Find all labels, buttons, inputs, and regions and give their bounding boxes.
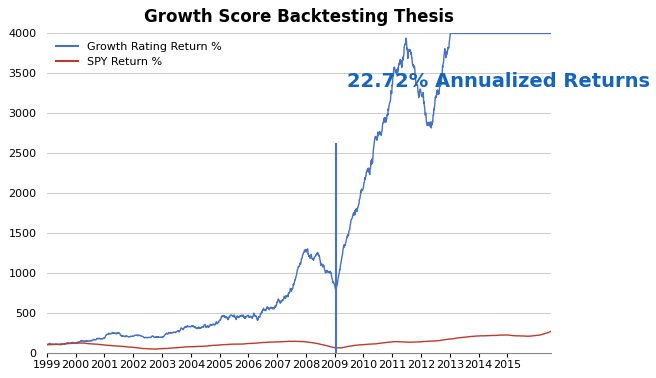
Growth Rating Return %	[446, 31, 454, 36]
Growth Rating Return %	[546, 31, 554, 36]
SPY Return %	[43, 342, 51, 347]
SPY Return %	[251, 341, 259, 345]
SPY Return %	[546, 329, 554, 334]
SPY Return %	[249, 341, 256, 345]
SPY Return %	[387, 340, 395, 344]
Text: 22.72% Annualized Returns: 22.72% Annualized Returns	[346, 72, 649, 91]
Title: Growth Score Backtesting Thesis: Growth Score Backtesting Thesis	[144, 8, 454, 26]
SPY Return %	[150, 347, 158, 351]
SPY Return %	[232, 342, 239, 346]
SPY Return %	[72, 341, 79, 345]
Growth Rating Return %	[150, 335, 158, 340]
Line: Growth Rating Return %: Growth Rating Return %	[47, 33, 550, 345]
SPY Return %	[151, 347, 159, 351]
Growth Rating Return %	[387, 95, 395, 100]
Growth Rating Return %	[232, 315, 239, 319]
Line: SPY Return %: SPY Return %	[47, 332, 550, 349]
Growth Rating Return %	[249, 315, 256, 320]
Growth Rating Return %	[43, 342, 51, 347]
Growth Rating Return %	[251, 314, 259, 318]
Legend: Growth Rating Return %, SPY Return %: Growth Rating Return %, SPY Return %	[52, 39, 225, 70]
Growth Rating Return %	[72, 341, 79, 345]
